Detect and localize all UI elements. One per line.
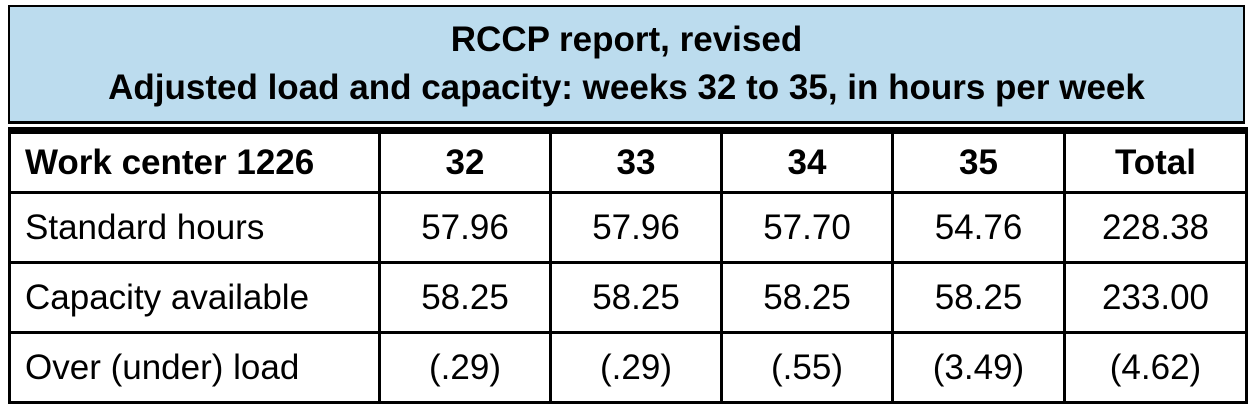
value-cell: 57.70 [720, 191, 894, 264]
column-header-week-33: 33 [549, 127, 723, 194]
column-header-week-32: 32 [378, 127, 552, 194]
value-cell: (.55) [720, 331, 894, 404]
row-label: Over (under) load [8, 331, 381, 404]
value-cell: (.29) [549, 331, 723, 404]
row-label: Capacity available [8, 261, 381, 334]
value-cell-total: 233.00 [1063, 261, 1248, 334]
value-cell: 58.25 [378, 261, 552, 334]
report-subtitle: Adjusted load and capacity: weeks 32 to … [108, 68, 1145, 107]
report-title: RCCP report, revised [450, 20, 803, 59]
value-cell-total: 228.38 [1063, 191, 1248, 264]
value-cell: 58.25 [720, 261, 894, 334]
value-cell: 57.96 [549, 191, 723, 264]
column-header-week-34: 34 [720, 127, 894, 194]
report-title-box: RCCP report, revised Adjusted load and c… [8, 5, 1245, 124]
table-row-standard-hours: Standard hours 57.96 57.96 57.70 54.76 2… [8, 191, 1248, 264]
table-row-capacity-available: Capacity available 58.25 58.25 58.25 58.… [8, 261, 1248, 334]
value-cell-total: (4.62) [1063, 331, 1248, 404]
table-row-over-under-load: Over (under) load (.29) (.29) (.55) (3.4… [8, 331, 1248, 404]
value-cell: 57.96 [378, 191, 552, 264]
value-cell: 58.25 [549, 261, 723, 334]
value-cell: (3.49) [891, 331, 1066, 404]
value-cell: 54.76 [891, 191, 1066, 264]
column-header-work-center: Work center 1226 [8, 127, 381, 194]
row-label: Standard hours [8, 191, 381, 264]
column-header-week-35: 35 [891, 127, 1066, 194]
capacity-table: Work center 1226 32 33 34 35 Total Stand… [8, 127, 1248, 404]
value-cell: 58.25 [891, 261, 1066, 334]
value-cell: (.29) [378, 331, 552, 404]
table-header-row: Work center 1226 32 33 34 35 Total [8, 127, 1248, 194]
column-header-total: Total [1063, 127, 1248, 194]
